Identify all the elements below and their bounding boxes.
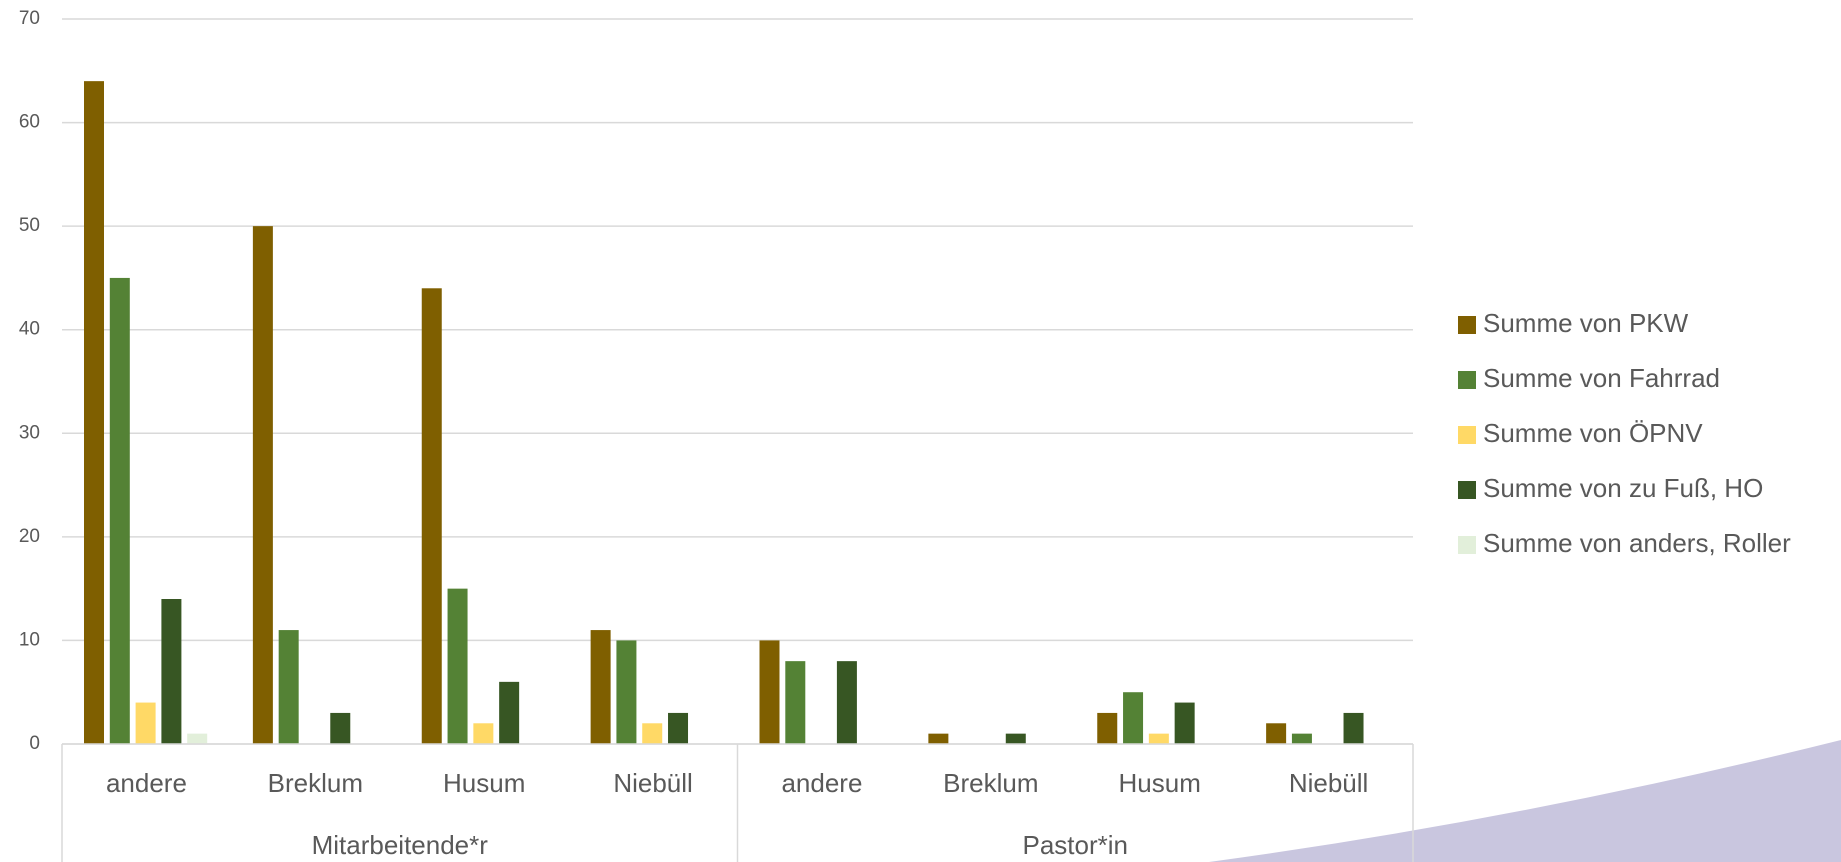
- x-tick-label: Niebüll: [1289, 768, 1369, 798]
- bar: [928, 733, 949, 744]
- bar: [668, 712, 689, 744]
- group-label: Mitarbeitende*r: [312, 830, 489, 860]
- bar: [84, 81, 104, 744]
- decorative-shape: [1209, 740, 1841, 862]
- y-tick-label: 0: [29, 733, 40, 754]
- legend-label: Summe von zu Fuß, HO: [1483, 473, 1763, 503]
- y-tick-label: 30: [19, 422, 40, 443]
- y-tick-label: 60: [19, 112, 40, 133]
- bar: [836, 661, 857, 744]
- bar: [1005, 733, 1026, 744]
- bar: [447, 588, 468, 744]
- group-label: Pastor*in: [1023, 830, 1129, 860]
- bar: [252, 226, 273, 745]
- bar: [109, 277, 130, 744]
- legend-swatch: [1458, 371, 1476, 389]
- bar: [616, 640, 637, 744]
- bar: [187, 733, 208, 744]
- bar: [759, 640, 780, 744]
- bar: [1291, 733, 1312, 744]
- legend-label: Summe von Fahrrad: [1483, 363, 1720, 393]
- x-tick-label: Niebüll: [613, 768, 693, 798]
- legend-label: Summe von ÖPNV: [1483, 418, 1703, 448]
- x-tick-label: Husum: [1119, 768, 1201, 798]
- bar: [278, 630, 299, 744]
- bar: [1174, 702, 1195, 744]
- x-tick-label: andere: [781, 768, 862, 798]
- bar: [785, 661, 806, 744]
- bar: [1097, 712, 1118, 744]
- bar: [1148, 733, 1169, 744]
- y-tick-label: 50: [19, 215, 40, 236]
- x-tick-label: Breklum: [268, 768, 363, 798]
- bar: [590, 630, 611, 744]
- legend-swatch: [1458, 426, 1476, 444]
- bar: [135, 702, 156, 744]
- legend-swatch: [1458, 481, 1476, 499]
- x-tick-label: Husum: [443, 768, 525, 798]
- bar: [161, 599, 182, 744]
- legend-label: Summe von PKW: [1483, 308, 1689, 338]
- bar: [1343, 712, 1364, 744]
- bar: [499, 681, 520, 744]
- bar: [642, 723, 663, 744]
- legend-label: Summe von anders, Roller: [1483, 528, 1791, 558]
- bar: [1266, 723, 1287, 744]
- x-tick-label: Breklum: [943, 768, 1038, 798]
- bar: [421, 288, 442, 744]
- y-tick-label: 40: [19, 319, 40, 340]
- x-tick-label: andere: [106, 768, 187, 798]
- bar: [473, 723, 494, 744]
- y-tick-label: 10: [19, 629, 40, 650]
- y-tick-label: 20: [19, 526, 40, 547]
- y-tick-label: 70: [19, 8, 40, 29]
- bar: [1123, 692, 1144, 744]
- legend-swatch: [1458, 536, 1476, 554]
- bar: [330, 712, 351, 744]
- legend-swatch: [1458, 316, 1476, 334]
